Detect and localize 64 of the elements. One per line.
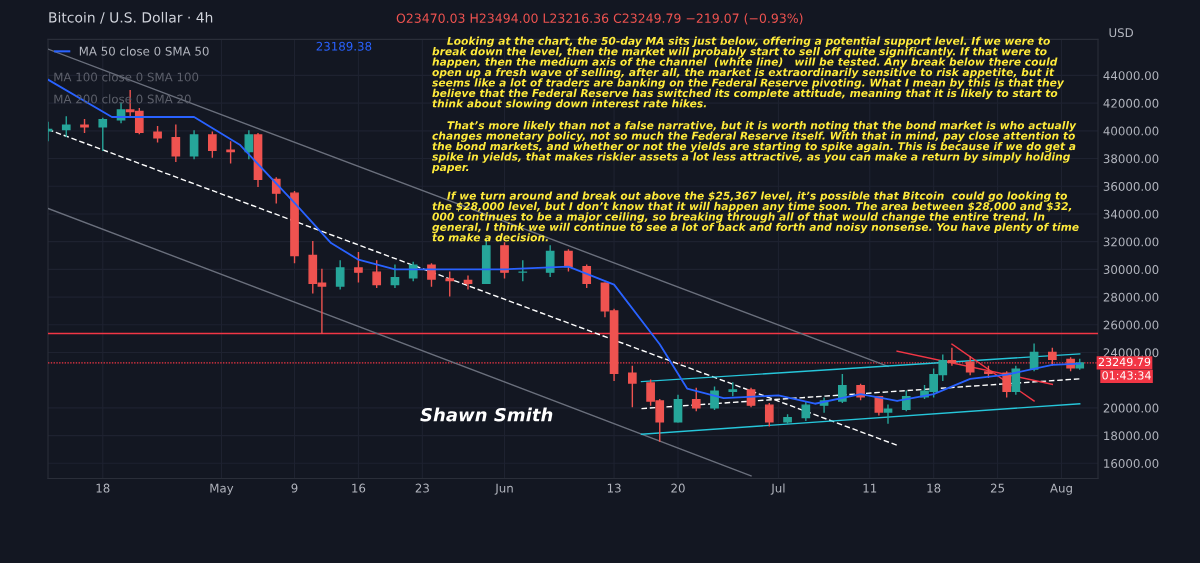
candlestick xyxy=(545,245,555,277)
candlestick xyxy=(518,260,528,282)
x-tick-label: Jun xyxy=(494,483,513,495)
y-tick-label: 20000.00 xyxy=(1103,403,1159,413)
y-tick-label: 44000.00 xyxy=(1103,71,1159,81)
ref-line-label: 23249.79 xyxy=(1098,357,1151,367)
candlestick xyxy=(691,387,701,412)
x-tick-label: 16 xyxy=(352,483,366,493)
annotation: That’s more likely than not a false narrative, but it is worth noting that the bond market is who actually changes monetary policy, not so much the Federal Reserve itself. With that in mind, pay close attention to the bond markets, and whether or not the yields are starting to spike again. This is because if we do get a spike in yields, that makes riskier assets a lot less attractive, as you can make a return by simply holding paper. xyxy=(431,121,1077,174)
y-tick-label: 34000.00 xyxy=(1103,209,1159,219)
x-tick-label: Aug xyxy=(1050,483,1072,495)
candlestick xyxy=(463,275,473,290)
candlestick xyxy=(883,404,893,424)
x-tick-label: 20 xyxy=(671,483,685,493)
x-tick-label: 11 xyxy=(863,483,877,493)
candlestick xyxy=(390,264,400,289)
candlestick xyxy=(244,130,254,160)
candlestick xyxy=(171,124,181,163)
chart-title: Bitcoin / U.S. Dollar · 4h xyxy=(49,11,213,24)
x-tick-label: 9 xyxy=(291,483,298,493)
candlestick xyxy=(445,271,455,297)
candlestick xyxy=(354,252,363,283)
x-tick-label: 25 xyxy=(990,483,1005,493)
y-tick-label: 36000.00 xyxy=(1103,181,1159,191)
candlestick xyxy=(208,131,217,158)
x-tick-label: May xyxy=(210,483,234,495)
x-tick-label: 18 xyxy=(927,483,941,493)
y-tick-label: 24000.00 xyxy=(1103,348,1159,358)
candlestick xyxy=(838,373,847,404)
candlestick xyxy=(947,347,957,366)
annotation: Looking at the chart, the 50-day MA sits just below, offering a potential support level. If we were to break down the level, then the market will probably start to sell off quite significantly. If that were to happen, then the medium axis of the channel (white line) will be tested. Any break below there could open up a fresh wave of selling, after all, the market is extraordinarily sensitive to risk appetite, but it seems like a lot of traders are banking on the Federal Reserve pivoting. What I mean by this is that they believe that the Federal Reserve has switched its complete attitude, meaning that it is likely to start to think about slowing down interest rate hikes. xyxy=(432,36,1065,110)
annotation: If we turn around and break out above the $25,367 level, it’s possible that Bitcoin could go looking to the $28,000 level, but I don’t know that it will happen any time soon. The area between $28,000 and $32, 000 continues to be a major ceiling, so breaking through all of that would change the entire trend. In general, I think we will continue to see a lot of back and forth and noisy nonsense. You have plenty of time to make a decision. xyxy=(432,191,1079,242)
candlestick xyxy=(61,116,71,138)
y-tick-label: 32000.00 xyxy=(1103,237,1159,247)
y-tick-label: 38000.00 xyxy=(1103,154,1159,164)
text: 01:43:34 xyxy=(1102,371,1151,380)
y-tick-label: 26000.00 xyxy=(1103,320,1159,330)
x-tick-label: 18 xyxy=(96,483,110,493)
x-tick-label: 23 xyxy=(415,483,429,493)
candlestick xyxy=(372,260,382,289)
candlestick xyxy=(98,117,108,151)
y-tick-label: 16000.00 xyxy=(1104,459,1159,468)
candlestick xyxy=(628,365,637,408)
y-tick-label: 30000.00 xyxy=(1103,265,1159,275)
candlestick xyxy=(801,401,811,422)
x-tick-label: 13 xyxy=(607,483,621,493)
candlestick xyxy=(1002,371,1012,398)
candlestick xyxy=(189,130,199,160)
candlestick xyxy=(965,355,975,376)
candlestick xyxy=(335,260,345,290)
text: O23470.03 H23494.00 L23216.36 C23249.79 −219.07 (−0.93%) xyxy=(396,13,803,25)
legend-label: MA 50 close 0 SMA 50 xyxy=(79,46,209,56)
candlestick xyxy=(564,249,573,272)
candlestick xyxy=(673,394,683,423)
y-tick-label: 28000.00 xyxy=(1103,292,1159,302)
y-tick-label: 40000.00 xyxy=(1103,126,1159,136)
annotation: 23189.38 xyxy=(316,41,372,51)
y-tick-label: 42000.00 xyxy=(1103,98,1159,108)
candlestick xyxy=(1011,365,1021,395)
candlestick xyxy=(764,403,774,427)
annotation: Shawn Smith xyxy=(420,407,553,422)
x-tick-label: Jul xyxy=(770,483,785,495)
y-tick-label: 18000.00 xyxy=(1104,431,1159,441)
y-axis-title: USD xyxy=(1109,28,1134,38)
